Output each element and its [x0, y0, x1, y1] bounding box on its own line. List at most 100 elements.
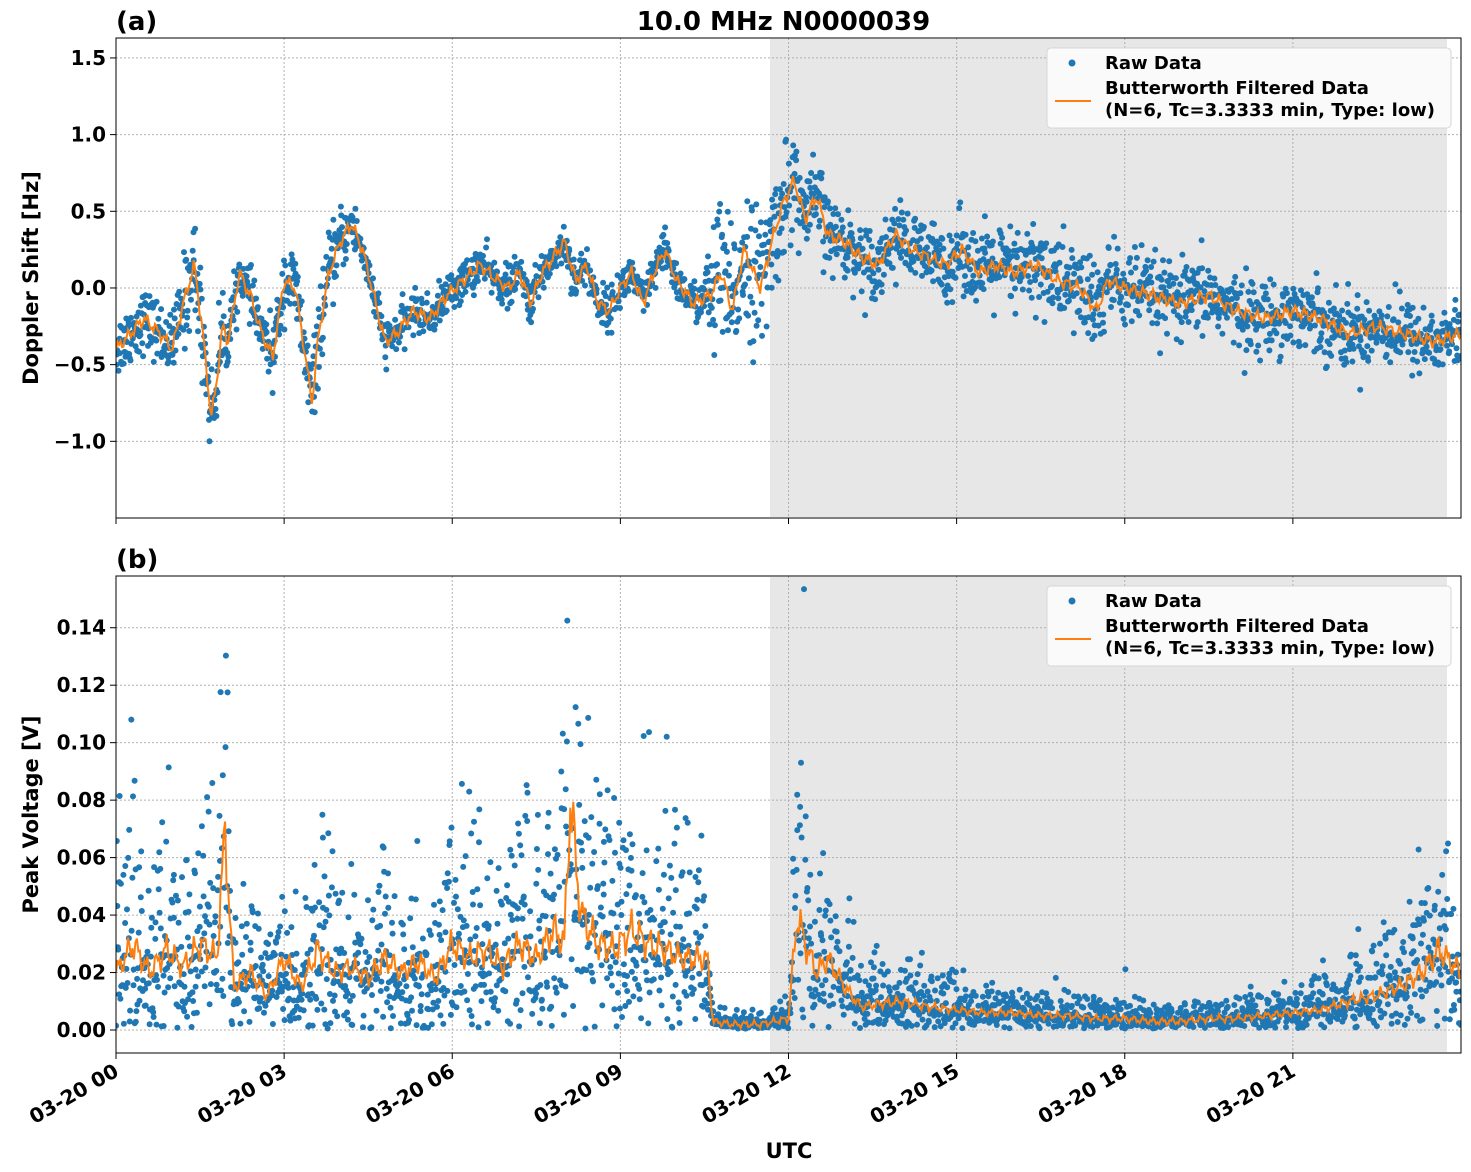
raw-data-point — [197, 286, 204, 293]
raw-data-point — [373, 1007, 380, 1014]
raw-data-point — [399, 921, 406, 928]
raw-data-point — [912, 979, 919, 986]
raw-data-point — [636, 985, 643, 992]
raw-data-point — [686, 910, 693, 917]
raw-data-point — [681, 944, 687, 950]
raw-data-point — [562, 786, 569, 793]
raw-data-point — [742, 281, 748, 288]
raw-data-point — [834, 938, 841, 945]
raw-data-point — [183, 322, 190, 329]
raw-data-point — [936, 241, 943, 248]
raw-data-point — [946, 232, 953, 239]
raw-data-point — [395, 339, 402, 346]
raw-data-point — [233, 326, 240, 333]
raw-data-point — [695, 867, 702, 874]
raw-data-point — [362, 949, 369, 955]
raw-data-point — [488, 289, 495, 296]
raw-data-point — [679, 869, 686, 876]
raw-data-point — [643, 969, 650, 976]
raw-data-point — [116, 946, 122, 953]
raw-data-point — [1125, 259, 1132, 266]
raw-data-point — [470, 292, 477, 299]
raw-data-point — [1110, 297, 1117, 304]
raw-data-point — [481, 981, 487, 988]
raw-data-point — [241, 1008, 248, 1015]
raw-data-point — [1220, 290, 1227, 297]
raw-data-point — [200, 852, 207, 859]
raw-data-point — [704, 296, 711, 303]
raw-data-point — [807, 871, 814, 878]
raw-data-point — [192, 983, 199, 990]
raw-data-point — [130, 793, 136, 800]
raw-data-point — [124, 906, 130, 913]
raw-data-point — [495, 865, 502, 872]
raw-data-point — [717, 201, 724, 207]
raw-data-point — [791, 995, 798, 1001]
raw-data-point — [1280, 1000, 1287, 1007]
raw-data-point — [224, 358, 231, 365]
raw-data-point — [1069, 255, 1076, 262]
raw-data-point — [205, 903, 212, 910]
raw-data-point — [419, 300, 426, 307]
raw-data-point — [1357, 337, 1364, 344]
raw-data-point — [895, 216, 902, 223]
raw-data-point — [889, 264, 896, 271]
raw-data-point — [469, 889, 476, 895]
raw-data-point — [183, 857, 190, 863]
raw-data-point — [435, 921, 442, 928]
raw-data-point — [691, 285, 698, 292]
raw-data-point — [618, 898, 625, 905]
raw-data-point — [147, 953, 154, 960]
raw-data-point — [1387, 359, 1394, 366]
raw-data-point — [865, 1019, 872, 1026]
raw-data-point — [970, 230, 977, 236]
raw-data-point — [1143, 267, 1149, 274]
raw-data-point — [739, 239, 746, 246]
raw-data-point — [1256, 1024, 1263, 1031]
raw-data-point — [885, 250, 892, 257]
raw-data-point — [745, 312, 752, 319]
raw-data-point — [722, 268, 729, 275]
raw-data-point — [420, 328, 427, 335]
raw-data-point — [425, 1024, 432, 1031]
raw-data-point — [1173, 336, 1180, 343]
raw-data-point — [816, 223, 823, 230]
raw-data-point — [1100, 311, 1107, 318]
raw-data-point — [1383, 351, 1390, 358]
raw-data-point — [1044, 288, 1051, 295]
raw-data-point — [930, 278, 937, 285]
raw-data-point — [137, 331, 144, 338]
voltage-panel: 0.000.020.040.060.080.100.120.14 03-20 0… — [19, 545, 1462, 1163]
raw-data-point — [399, 989, 406, 996]
raw-data-point — [1086, 252, 1093, 259]
raw-data-point — [216, 812, 223, 819]
raw-data-point — [1138, 242, 1145, 249]
raw-data-point — [354, 976, 360, 982]
raw-data-point — [821, 948, 828, 955]
raw-data-point — [855, 241, 862, 248]
raw-data-point — [954, 241, 961, 247]
raw-data-point — [644, 977, 650, 984]
raw-data-point — [706, 321, 713, 328]
raw-data-point — [785, 1025, 792, 1032]
raw-data-point — [1452, 296, 1459, 303]
raw-data-point — [714, 261, 721, 268]
raw-data-point — [400, 931, 407, 938]
raw-data-point — [198, 968, 205, 975]
raw-data-point — [369, 992, 375, 998]
raw-data-point — [845, 917, 852, 924]
raw-data-point — [907, 972, 914, 979]
raw-data-point — [384, 999, 391, 1006]
raw-data-point — [378, 978, 385, 985]
raw-data-point — [523, 782, 530, 789]
raw-data-point — [941, 1020, 948, 1027]
raw-data-point — [564, 617, 571, 624]
raw-data-point — [850, 294, 857, 301]
raw-data-point — [740, 292, 746, 298]
raw-data-point — [1146, 307, 1153, 314]
raw-data-point — [1238, 282, 1245, 289]
raw-data-point — [1105, 245, 1112, 251]
raw-data-point — [1339, 307, 1346, 314]
raw-data-point — [440, 1020, 447, 1027]
raw-data-point — [207, 879, 214, 886]
